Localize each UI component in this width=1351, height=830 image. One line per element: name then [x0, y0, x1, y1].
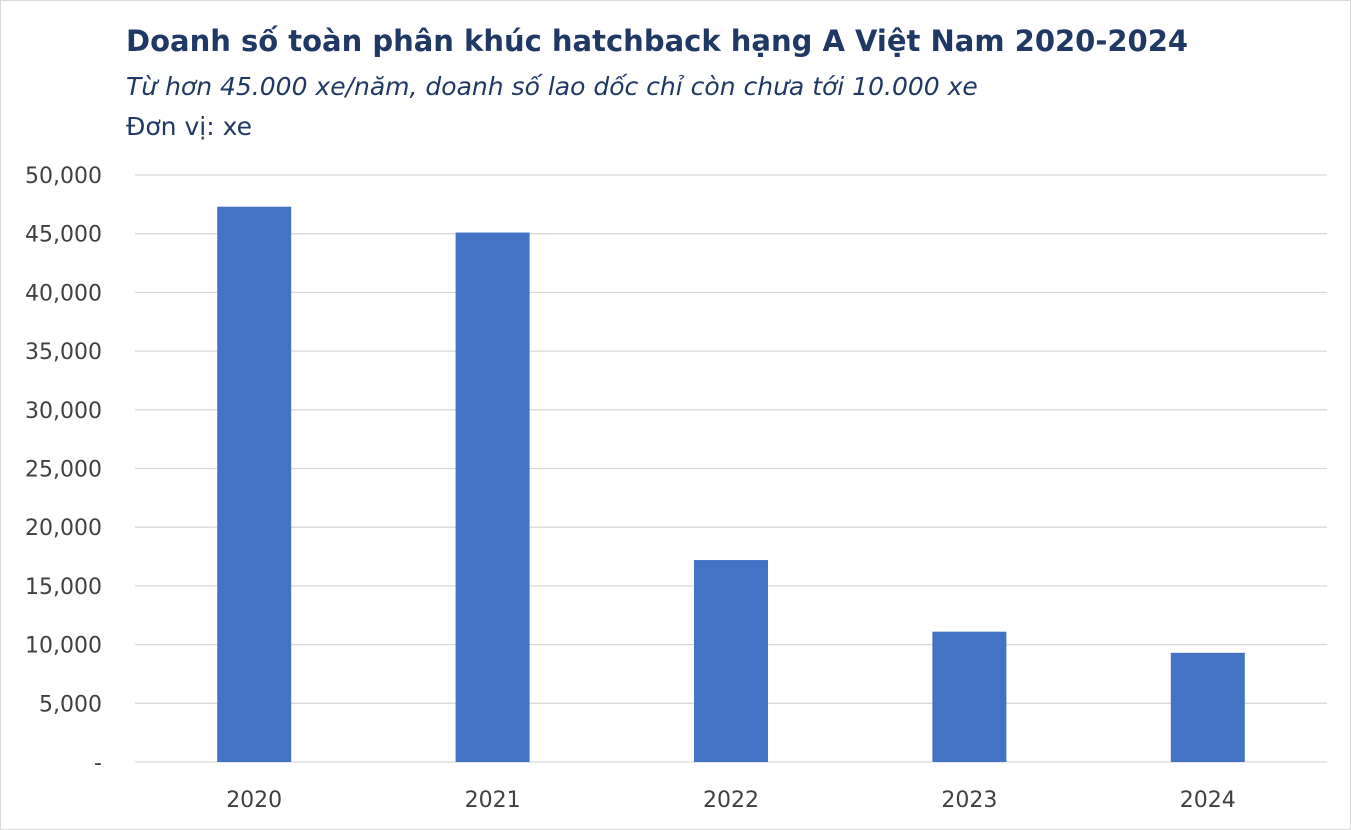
x-tick-label: 2022: [703, 788, 759, 813]
y-tick-label: 30,000: [25, 399, 102, 424]
x-tick-label: 2023: [941, 788, 997, 813]
y-tick-label: 40,000: [25, 281, 102, 306]
x-tick-label: 2020: [226, 788, 282, 813]
y-tick-label: 50,000: [25, 164, 102, 189]
bar-2020: [217, 206, 292, 762]
x-axis-ticks: 2020 2021 2022 2023 2024: [226, 788, 1236, 813]
y-tick-label: 15,000: [25, 575, 102, 600]
y-tick-label: 25,000: [25, 458, 102, 483]
x-tick-label: 2021: [465, 788, 521, 813]
y-tick-label: -: [94, 751, 102, 776]
bar-2022: [694, 560, 768, 762]
y-tick-label: 35,000: [25, 340, 102, 365]
chart-subtitle: Từ hơn 45.000 xe/năm, doanh số lao dốc c…: [126, 72, 978, 101]
y-axis-ticks: - 5,000 10,000 15,000 20,000 25,000 30,000 35,0…: [25, 164, 102, 776]
chart-unit-label: Đơn vị: xe: [126, 112, 252, 141]
y-tick-label: 20,000: [25, 516, 102, 541]
y-tick-label: 5,000: [39, 692, 102, 717]
bars: [217, 206, 1245, 762]
x-tick-label: 2024: [1180, 788, 1236, 813]
bar-2024: [1170, 652, 1245, 762]
y-tick-label: 45,000: [25, 223, 102, 248]
bar-2023: [932, 631, 1007, 762]
y-tick-label: 10,000: [25, 634, 102, 659]
bar-2021: [455, 232, 530, 762]
chart-title: Doanh số toàn phân khúc hatchback hạng A…: [126, 24, 1189, 58]
